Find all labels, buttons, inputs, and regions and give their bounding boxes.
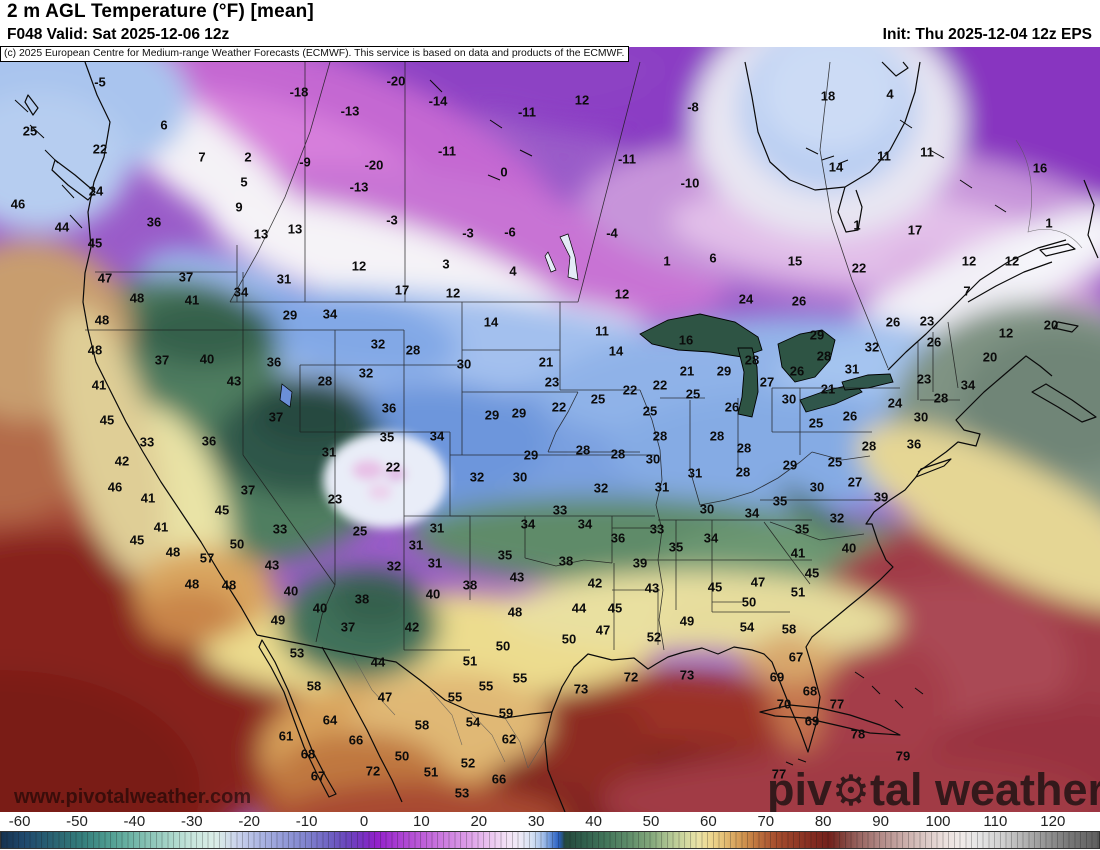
brand-watermark: piv⚙tal weather: [767, 767, 1100, 812]
forecast-valid-label: F048 Valid: Sat 2025-12-06 12z: [7, 26, 230, 43]
colorbar-tick-label: 80: [814, 813, 832, 830]
page-title: 2 m AGL Temperature (°F) [mean]: [7, 1, 314, 22]
colorbar-tick-label: -40: [123, 813, 146, 830]
colorbar-tick-label: 60: [700, 813, 717, 830]
color-scale: -60 -50 -40 -30 -20 -10 0 10 20 30 40 50 60 70 80 90 100…: [0, 812, 1100, 850]
colorado-cold-pocket: [323, 432, 447, 528]
brand-text-pre: piv: [767, 764, 833, 815]
colorbar-tick-label: 110: [983, 813, 1008, 830]
header: 2 m AGL Temperature (°F) [mean] F048 Val…: [0, 0, 1100, 47]
islands-layer: [14, 79, 1007, 766]
lakes-layer: [279, 233, 894, 418]
colorbar-ticks: -60 -50 -40 -30 -20 -10 0 10 20 30 40 50 60 70 80 90 100…: [0, 812, 1100, 830]
colorbar-tick-label: -30: [180, 813, 203, 830]
state-borders-layer: [85, 61, 960, 651]
colorbar-gradient: [0, 831, 1100, 849]
colorbar-tick-label: 90: [872, 813, 889, 830]
colorbar-tick-label: 30: [527, 813, 545, 830]
colorbar-tick-label: 70: [757, 813, 775, 830]
brand-text-post: tal weather: [869, 764, 1100, 815]
colorbar-tick-label: 0: [359, 813, 369, 830]
colorbar-tick-label: 40: [585, 813, 602, 830]
gear-icon: ⚙: [832, 766, 870, 815]
colorbar-tick-label: 50: [642, 813, 660, 830]
colorbar-tick-label: 10: [413, 813, 430, 830]
init-time-label: Init: Thu 2025-12-04 12z EPS: [882, 26, 1092, 43]
colorbar-tick-label: -20: [238, 813, 261, 830]
url-watermark: www.pivotalweather.com: [14, 786, 252, 808]
colorbar-tick-label: 120: [1040, 813, 1066, 830]
colorbar-tick-label: -50: [66, 813, 88, 830]
copyright-notice: (c) 2025 European Centre for Medium-rang…: [0, 46, 630, 62]
colorbar-tick-label: 100: [925, 813, 951, 830]
mexico-borders-layer: [351, 139, 1083, 769]
colorbar-tick-label: 20: [470, 813, 488, 830]
coastline-layer: [24, 61, 1099, 812]
colorbar-tick-label: -60: [8, 813, 31, 830]
colorbar-tick-label: -10: [295, 813, 318, 830]
